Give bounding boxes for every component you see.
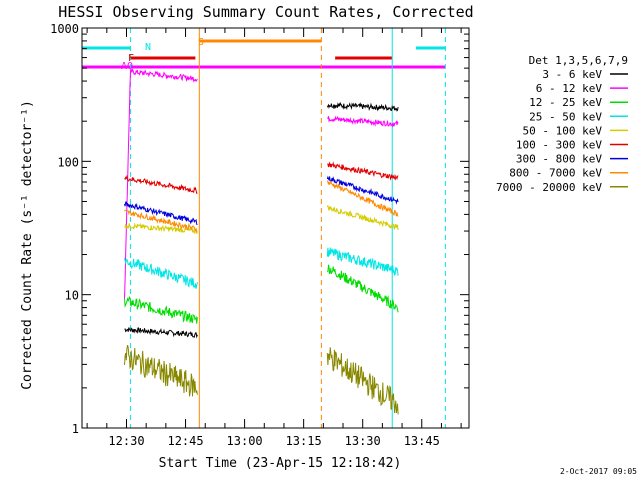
flag-label-s: S (198, 37, 204, 48)
legend-label: 7000 - 20000 keV (496, 181, 602, 194)
flag-label-ao: AO (121, 61, 133, 72)
y-axis-ticks: 1 10 100 1000 (50, 22, 469, 436)
legend-label: 12 - 25 keV (529, 96, 602, 109)
x-tick-label: 13:00 (227, 434, 263, 448)
x-tick-label: 12:45 (167, 434, 203, 448)
x-tick-label: 13:45 (404, 434, 440, 448)
flag-boundary-lines (129, 28, 446, 428)
legend-label: 300 - 800 keV (516, 153, 602, 166)
x-axis-label: Start Time (23-Apr-15 12:18:42) (159, 456, 402, 471)
legend-label: 6 - 12 keV (536, 82, 603, 95)
legend-label: 25 - 50 keV (529, 110, 602, 123)
series-line (124, 201, 198, 226)
series-line (124, 222, 198, 235)
y-tick-label: 1 (72, 422, 79, 436)
legend-label: 800 - 7000 keV (509, 167, 602, 180)
flag-label-f: F (128, 53, 134, 64)
series-line (124, 174, 198, 195)
legend-label: 50 - 100 keV (523, 124, 603, 137)
series-line (326, 347, 399, 415)
legend-title: Det 1,3,5,6,7,9 (529, 54, 628, 67)
series-line (124, 344, 198, 397)
series-line (326, 180, 399, 217)
x-tick-label: 12:30 (108, 434, 144, 448)
plot-frame (81, 27, 470, 429)
series-line (124, 295, 198, 324)
flag-label-n: N (145, 42, 151, 53)
series-line (326, 101, 399, 112)
x-tick-label: 13:30 (345, 434, 381, 448)
series-line (326, 247, 399, 276)
y-axis-label: Corrected Count Rate (s⁻¹ detector⁻¹) (20, 100, 35, 390)
y-tick-label: 1000 (50, 22, 79, 36)
chart-title: HESSI Observing Summary Count Rates, Cor… (58, 3, 473, 21)
series-line (124, 68, 198, 299)
series-line (326, 264, 399, 313)
series-line (327, 115, 399, 128)
legend-label: 3 - 6 keV (542, 68, 602, 81)
series-line (124, 257, 198, 289)
y-tick-label: 10 (65, 289, 79, 303)
footer-timestamp: 2-Oct-2017 09:05 (560, 467, 637, 476)
series-line (326, 204, 399, 230)
x-tick-label: 13:15 (286, 434, 322, 448)
series-line (327, 161, 399, 181)
series-line (124, 327, 198, 339)
series-line (124, 209, 198, 233)
data-series (124, 68, 399, 415)
y-tick-label: 100 (57, 155, 79, 169)
series-line (326, 175, 399, 205)
x-axis-ticks: 12:30 12:45 13:00 13:15 13:30 13:45 (86, 28, 462, 448)
flag-bars (82, 39, 446, 69)
legend-label: 100 - 300 keV (516, 139, 602, 152)
